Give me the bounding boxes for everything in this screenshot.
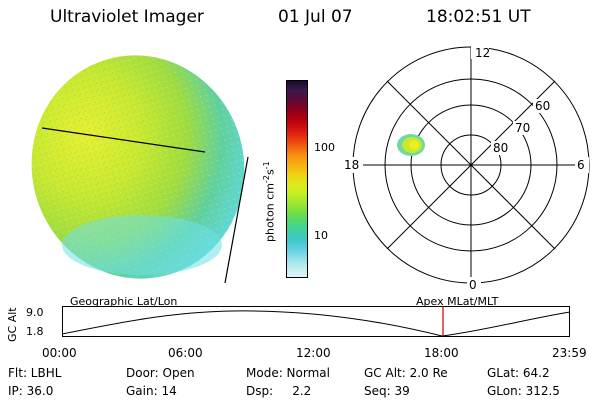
info-door: Door: Open — [126, 366, 195, 380]
terminator-line — [41, 127, 206, 153]
limb-glow — [62, 215, 222, 275]
apex-mlat-caption: Apex MLat/MLT — [416, 295, 499, 308]
polar-diag-2 — [386, 80, 556, 250]
info-gain: Gain: 14 — [126, 384, 177, 398]
date-label: 01 Jul 07 — [278, 7, 353, 27]
altitude-curve — [62, 310, 571, 337]
app-title: Ultraviolet Imager — [50, 7, 204, 27]
x-tick-2359: 23:59 — [552, 346, 587, 360]
polar-label-6: 6 — [577, 158, 585, 172]
limb-line — [224, 156, 249, 284]
altitude-timeline — [62, 306, 571, 337]
time-label: 18:02:51 UT — [426, 7, 531, 27]
x-tick-1200: 12:00 — [296, 346, 331, 360]
timeline-frame — [62, 306, 570, 337]
polar-label-70: 70 — [515, 121, 530, 135]
x-tick-0000: 00:00 — [42, 346, 77, 360]
auroral-spot — [397, 134, 425, 156]
polar-mlt-plot: 12 18 6 0 60 70 80 — [341, 45, 590, 293]
info-seq: Seq: 39 — [364, 384, 410, 398]
info-glat: GLat: 64.2 — [487, 366, 550, 380]
colorbar-unit-label: photon cm-2s-1 — [262, 161, 277, 242]
info-filter: Flt: LBHL — [8, 366, 62, 380]
info-mode: Mode: Normal — [246, 366, 330, 380]
y-tick-1-8: 1.8 — [26, 325, 44, 338]
info-gc-alt: GC Alt: 2.0 Re — [364, 366, 448, 380]
gc-alt-axis-label: GC Alt — [6, 307, 19, 342]
polar-label-0: 0 — [469, 278, 477, 292]
polar-label-18: 18 — [344, 158, 359, 172]
geo-latlon-caption: Geographic Lat/Lon — [70, 295, 178, 308]
colorbar-tick-100: 100 — [314, 141, 335, 154]
polar-label-80: 80 — [493, 141, 508, 155]
info-dsp: Dsp: 2.2 — [246, 384, 312, 398]
uv-image-panel — [31, 55, 249, 284]
polar-label-60: 60 — [535, 99, 550, 113]
polar-label-12: 12 — [475, 46, 490, 60]
colorbar-tick-10: 10 — [314, 229, 328, 242]
color-scale-bar — [286, 80, 308, 278]
info-glon: GLon: 312.5 — [487, 384, 560, 398]
y-tick-9: 9.0 — [26, 306, 44, 319]
x-tick-0600: 06:00 — [168, 346, 203, 360]
info-ip: IP: 36.0 — [8, 384, 54, 398]
x-tick-1800: 18:00 — [424, 346, 459, 360]
